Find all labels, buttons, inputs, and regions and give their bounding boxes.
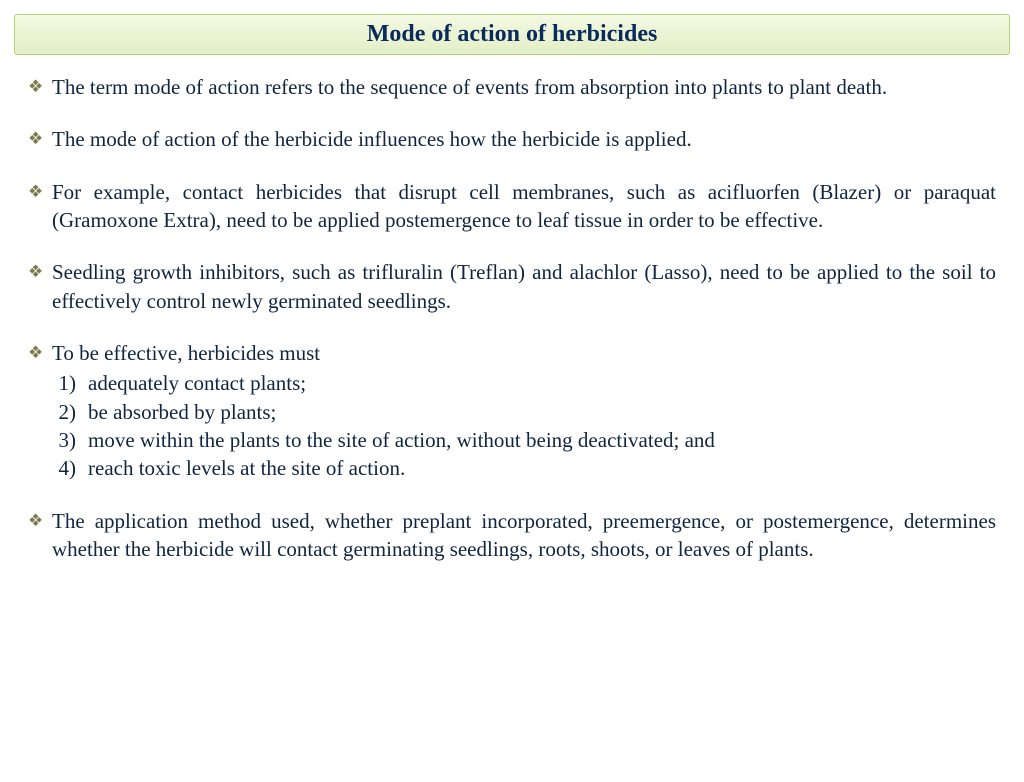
sublist-text: move within the plants to the site of ac… xyxy=(88,426,996,454)
diamond-bullet-icon: ❖ xyxy=(28,507,52,564)
sublist-number: 2) xyxy=(52,398,88,426)
bullet-item: ❖ The term mode of action refers to the … xyxy=(28,73,996,101)
sublist-number: 3) xyxy=(52,426,88,454)
bullet-item: ❖ The application method used, whether p… xyxy=(28,507,996,564)
sublist-item: 1) adequately contact plants; xyxy=(52,369,996,397)
diamond-bullet-icon: ❖ xyxy=(28,178,52,235)
bullet-item: ❖ The mode of action of the herbicide in… xyxy=(28,125,996,153)
bullet-item: ❖ To be effective, herbicides must 1) ad… xyxy=(28,339,996,483)
bullet-text: The term mode of action refers to the se… xyxy=(52,73,996,101)
bullet-text: For example, contact herbicides that dis… xyxy=(52,178,996,235)
numbered-sublist: 1) adequately contact plants; 2) be abso… xyxy=(52,369,996,482)
sublist-item: 4) reach toxic levels at the site of act… xyxy=(52,454,996,482)
bullet-text: The mode of action of the herbicide infl… xyxy=(52,125,996,153)
sublist-intro: To be effective, herbicides must xyxy=(52,339,996,367)
sublist-number: 4) xyxy=(52,454,88,482)
diamond-bullet-icon: ❖ xyxy=(28,125,52,153)
slide-title: Mode of action of herbicides xyxy=(14,14,1010,55)
sublist-number: 1) xyxy=(52,369,88,397)
bullet-text: Seedling growth inhibitors, such as trif… xyxy=(52,258,996,315)
bullet-text: The application method used, whether pre… xyxy=(52,507,996,564)
bullet-item: ❖ For example, contact herbicides that d… xyxy=(28,178,996,235)
slide-body: ❖ The term mode of action refers to the … xyxy=(0,55,1024,563)
sublist-text: be absorbed by plants; xyxy=(88,398,996,426)
bullet-with-sublist: To be effective, herbicides must 1) adeq… xyxy=(52,339,996,483)
sublist-item: 2) be absorbed by plants; xyxy=(52,398,996,426)
sublist-text: reach toxic levels at the site of action… xyxy=(88,454,996,482)
sublist-item: 3) move within the plants to the site of… xyxy=(52,426,996,454)
diamond-bullet-icon: ❖ xyxy=(28,73,52,101)
sublist-text: adequately contact plants; xyxy=(88,369,996,397)
bullet-item: ❖ Seedling growth inhibitors, such as tr… xyxy=(28,258,996,315)
diamond-bullet-icon: ❖ xyxy=(28,258,52,315)
diamond-bullet-icon: ❖ xyxy=(28,339,52,483)
